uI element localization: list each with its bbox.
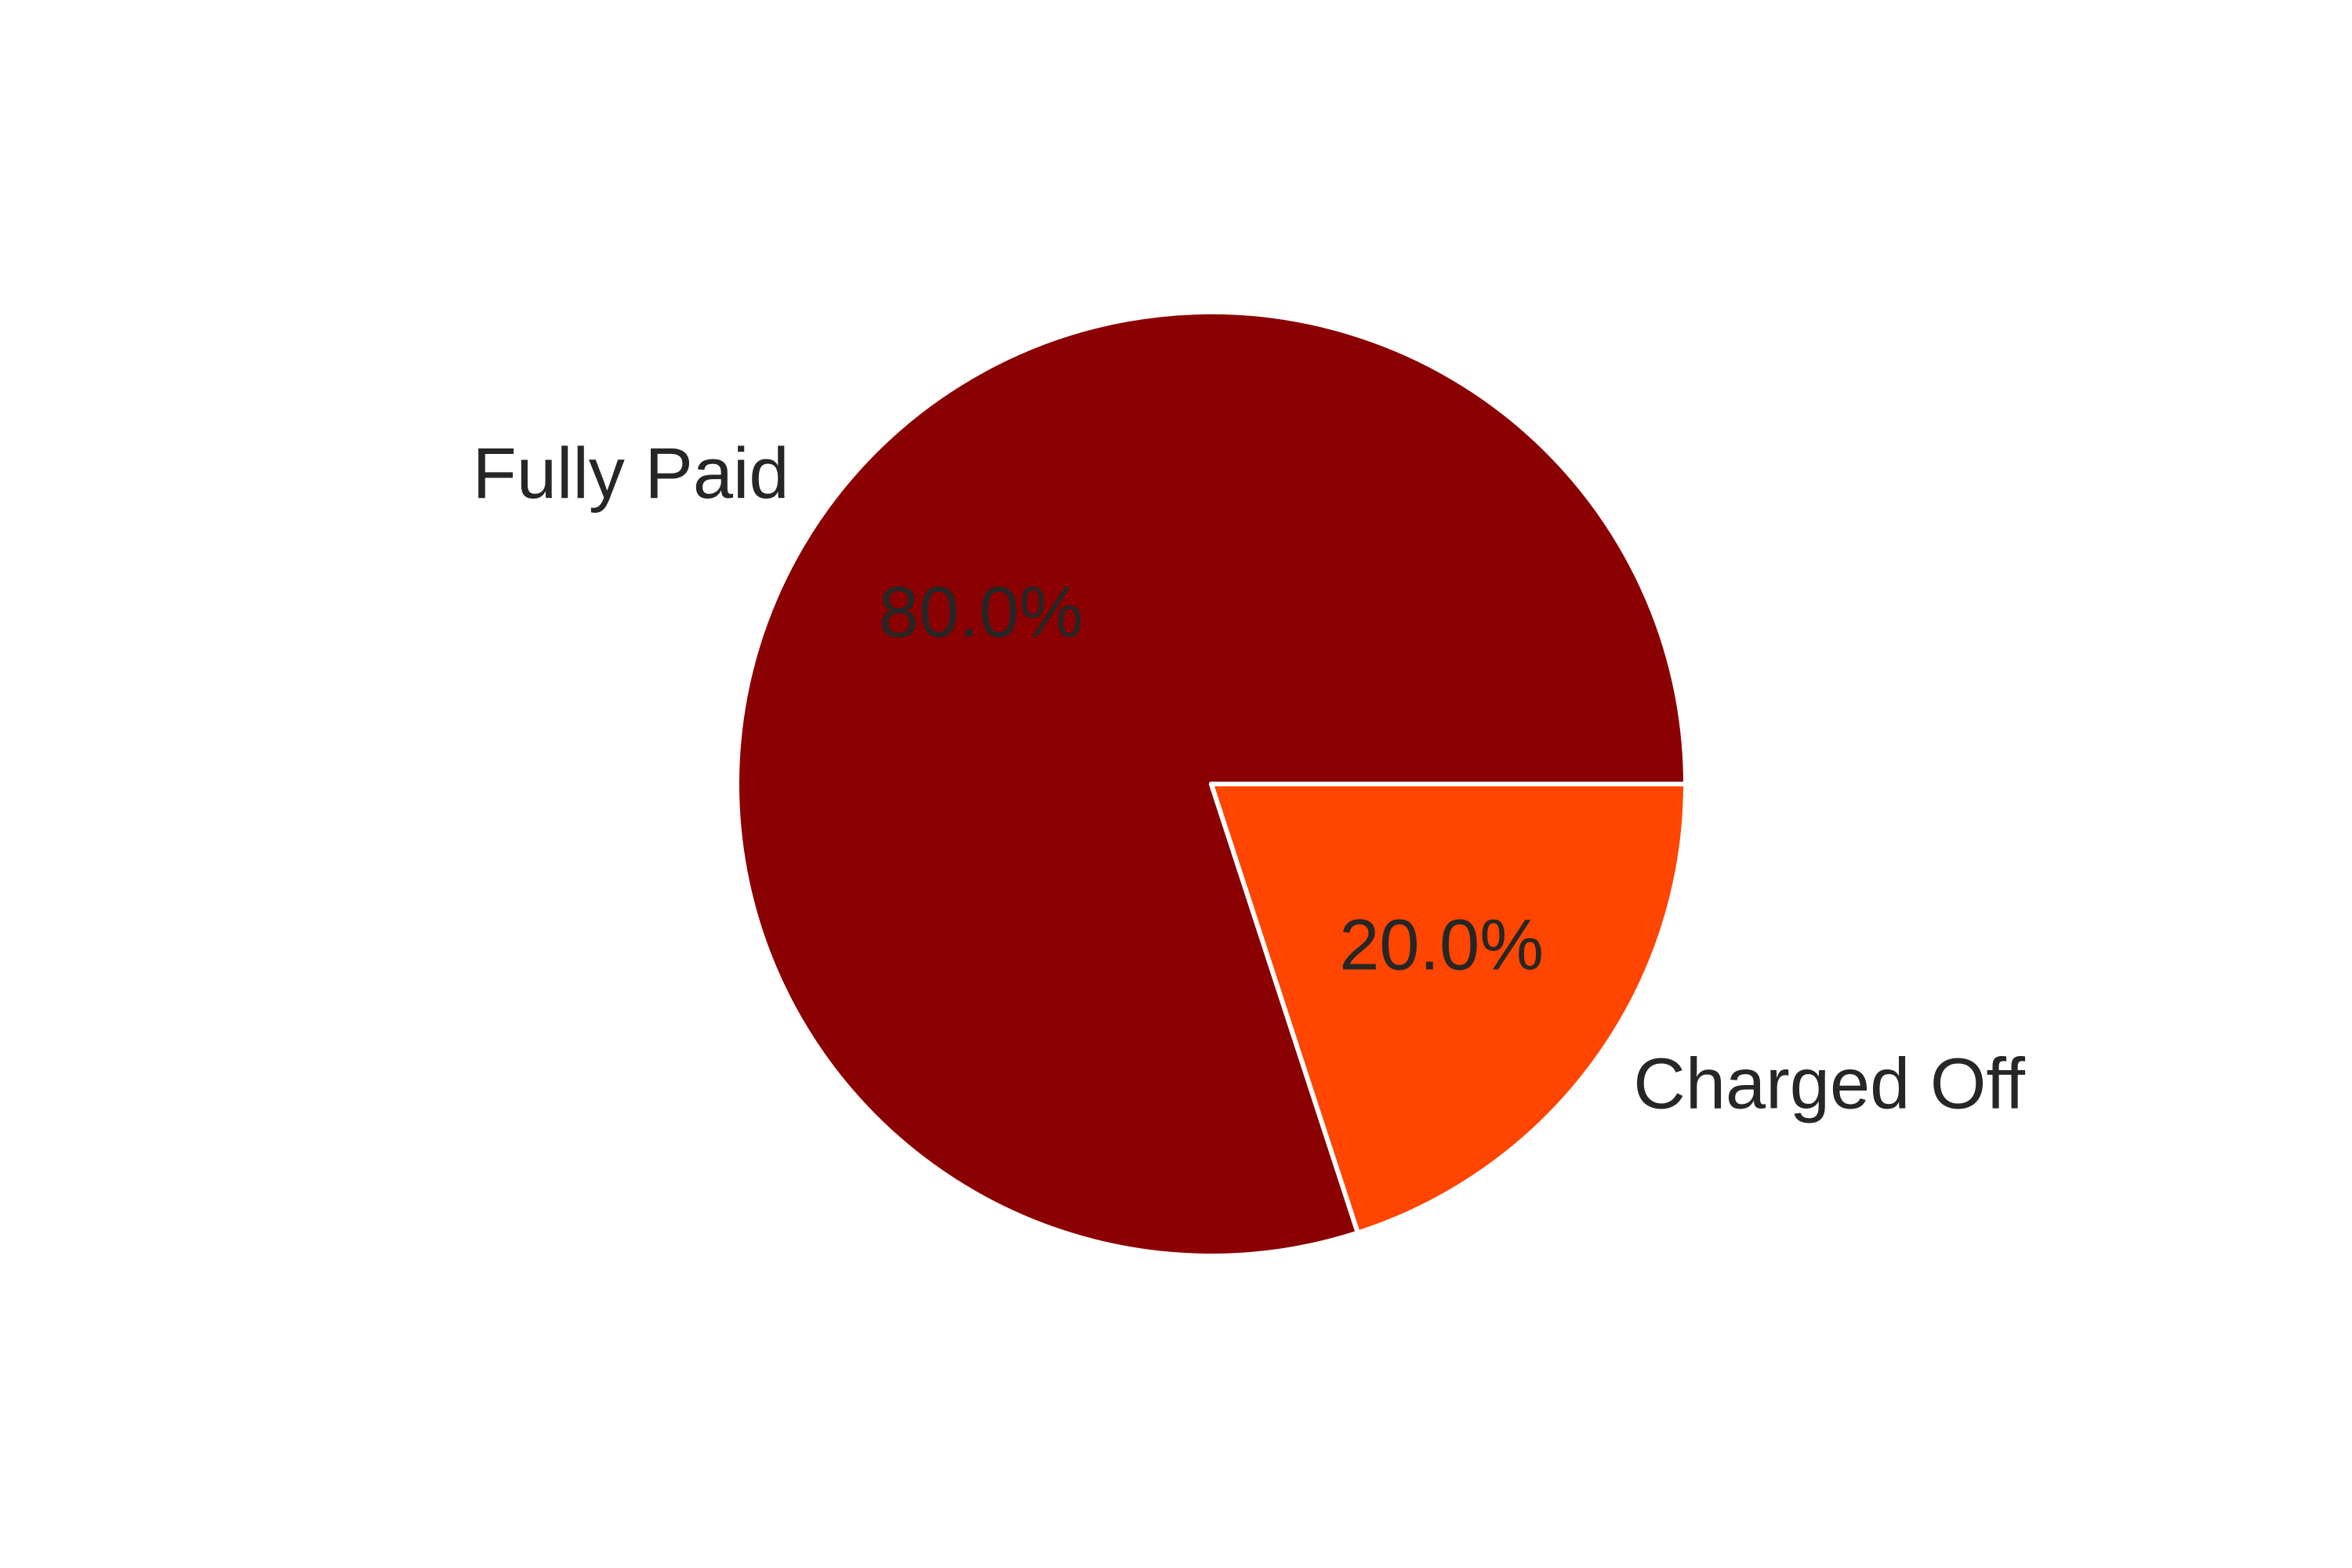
slice-label-charged-off: Charged Off: [1633, 1044, 2025, 1124]
pie-labels: Fully Paid 80.0% Charged Off 20.0%: [473, 434, 2026, 1123]
pie-slices: [735, 310, 1688, 1258]
slice-label-fully-paid: Fully Paid: [473, 434, 789, 514]
slice-pct-label-fully-paid: 80.0%: [879, 572, 1083, 652]
pie-slice-charged-off: [1209, 782, 1688, 1236]
slice-pct-label-charged-off: 20.0%: [1339, 906, 1544, 985]
